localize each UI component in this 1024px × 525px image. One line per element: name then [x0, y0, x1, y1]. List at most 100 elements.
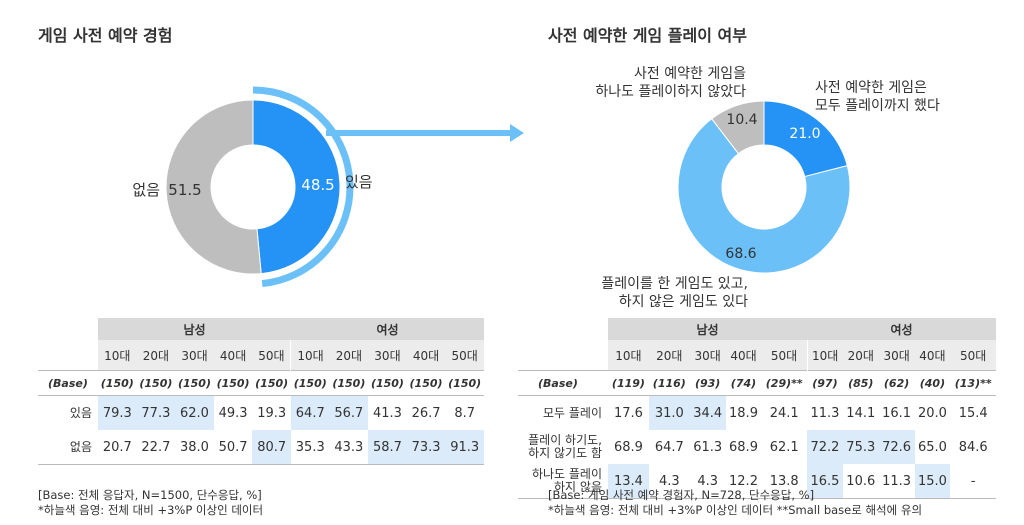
base-row: (Base) (119) (116) (93) (74) (29)** (97) (85) (6… [518, 370, 996, 396]
table-cell: 80.7 [252, 430, 291, 465]
row-label: 모두 플레이 [542, 405, 602, 420]
table-cell: 11.3 [878, 464, 915, 499]
left-data-table: 남성 여성 10대 20대 30대 40대 50대 10대 20대 30대 40대 50대 (Bas… [38, 318, 484, 465]
table-cell: 84.6 [958, 439, 988, 455]
right-label-none-2: 하나도 플레이하지 않았다 [595, 84, 746, 100]
table-cell: 15.0 [914, 464, 951, 499]
table-cell: 22.7 [136, 430, 176, 465]
age-header: 20대 [136, 340, 176, 371]
row-label: 없음 [38, 430, 98, 465]
base-value: (93) [689, 370, 726, 396]
age-header: 20대 [842, 340, 879, 371]
base-value: (150) [290, 370, 330, 396]
table-cell: 68.9 [613, 439, 643, 455]
base-value: (150) [406, 370, 446, 396]
table-cell: 41.3 [372, 405, 402, 421]
charts-canvas: 48.5 있음 없음 51.5 21.0 68.6 10.4 사전 예약한 게임… [132, 66, 940, 310]
age-header: 20대 [648, 340, 690, 371]
right-label-none-1: 사전 예약한 게임을 [634, 66, 746, 82]
right-data-table: 남성 여성 10대 20대 30대 40대 50대 10대 20대 30대 40대 50대 (Bas… [518, 318, 996, 499]
left-label-yes: 있음 [345, 173, 373, 191]
left-label-no: 없음 [132, 181, 160, 199]
table-cell: 68.9 [729, 439, 758, 455]
table-cell: 38.0 [175, 430, 214, 465]
age-header: 30대 [368, 340, 407, 371]
table-cell: 4.3 [648, 464, 690, 499]
right-value-none: 10.4 [726, 112, 757, 128]
donut-slice [165, 99, 262, 275]
base-value: (97) [807, 370, 843, 396]
left-note-shading: *하늘색 음영: 전체 대비 +3%P 이상인 데이터 [38, 503, 264, 517]
group-female: 여성 [807, 318, 996, 340]
table-row: 있음 79.3 77.3 62.0 49.3 19.3 64.7 56.7 41.3 26.7 8.… [38, 395, 484, 430]
table-cell: 91.3 [445, 430, 484, 465]
table-row: 모두 플레이 17.6 31.0 34.4 18.9 24.1 11.3 14.1 16.1 20… [518, 395, 996, 430]
table-cell: 34.4 [689, 395, 726, 430]
age-header: 40대 [914, 340, 951, 371]
left-notes: [Base: 전체 응답자, N=1500, 단수응답, %] *하늘색 음영:… [38, 488, 263, 518]
table-cell: 31.0 [648, 395, 690, 430]
group-male: 남성 [608, 318, 808, 340]
right-note-base: [Base: 게임 사전 예약 경험자, N=728, 단수응답, %] [548, 488, 815, 502]
base-label: (Base) [518, 370, 608, 396]
age-header: 30대 [689, 340, 726, 371]
table-row: 플레이 하기도, 하지 않기도 함 68.9 64.7 61.3 68.9 62.1 72.2… [518, 430, 996, 464]
age-header: 40대 [725, 340, 762, 371]
table-cell: 64.7 [654, 439, 684, 455]
base-value: (116) [648, 370, 690, 396]
base-value: (85) [842, 370, 879, 396]
age-header: 10대 [806, 340, 843, 371]
left-donut [165, 99, 341, 275]
age-header: 10대 [290, 340, 330, 371]
table-cell: 20.7 [98, 430, 137, 465]
right-label-some-1: 플레이를 한 게임도 있고, [601, 276, 748, 292]
table-cell: 8.7 [454, 405, 476, 421]
table-cell: 4.3 [689, 464, 726, 499]
table-cell: 56.7 [329, 395, 369, 430]
table-cell: 35.3 [290, 430, 330, 465]
table-cell: 49.3 [218, 405, 248, 421]
donut-slice [252, 99, 341, 275]
highlight-arc [252, 86, 354, 288]
table-cell: - [950, 464, 996, 499]
row-label: 있음 [69, 405, 92, 420]
age-header: 50대 [252, 340, 291, 371]
table-cell: 13.8 [761, 464, 808, 499]
table-cell: 43.3 [329, 430, 369, 465]
age-header: 40대 [213, 340, 253, 371]
base-value: (150) [445, 370, 484, 396]
right-label-all-2: 모두 플레이까지 했다 [815, 98, 940, 114]
base-value: (150) [368, 370, 407, 396]
table-cell: 19.3 [257, 405, 287, 421]
base-value: (119) [608, 370, 649, 396]
table-cell: 64.7 [290, 395, 330, 430]
age-header-row: 10대 20대 30대 40대 50대 10대 20대 30대 40대 50대 [38, 340, 484, 371]
table-cell: 77.3 [136, 395, 176, 430]
base-value: (13)** [950, 370, 996, 396]
age-header: 30대 [175, 340, 214, 371]
base-value: (150) [252, 370, 291, 396]
group-male: 남성 [98, 318, 291, 340]
row-label: 하나도 플레이 하지 않음 [518, 464, 608, 499]
base-value: (74) [725, 370, 762, 396]
right-chart-title: 사전 예약한 게임 플레이 여부 [548, 26, 747, 45]
table-cell: 18.9 [729, 405, 758, 421]
age-header: 20대 [329, 340, 369, 371]
right-note-shading: *하늘색 음영: 전체 대비 +3%P 이상인 데이터 **Small base… [548, 503, 923, 517]
table-row: 없음 20.7 22.7 38.0 50.7 80.7 35.3 43.3 58.7 73.3 91… [38, 430, 484, 465]
table-cell: 20.0 [917, 405, 947, 421]
base-value: (150) [213, 370, 253, 396]
table-cell: 13.4 [608, 464, 649, 499]
table-cell: 62.1 [769, 439, 799, 455]
table-cell: 61.3 [693, 439, 723, 455]
base-label: (Base) [38, 370, 98, 396]
left-value-no: 51.5 [168, 181, 201, 199]
base-row: (Base) (150) (150) (150) (150) (150) (150) (150… [38, 370, 484, 396]
table-cell: 75.3 [842, 430, 879, 464]
age-header: 30대 [878, 340, 915, 371]
table-cell: 12.2 [725, 464, 762, 499]
base-value: (150) [98, 370, 137, 396]
right-value-some: 68.6 [725, 246, 756, 262]
table-cell: 24.1 [769, 405, 799, 421]
table-cell: 79.3 [98, 395, 137, 430]
